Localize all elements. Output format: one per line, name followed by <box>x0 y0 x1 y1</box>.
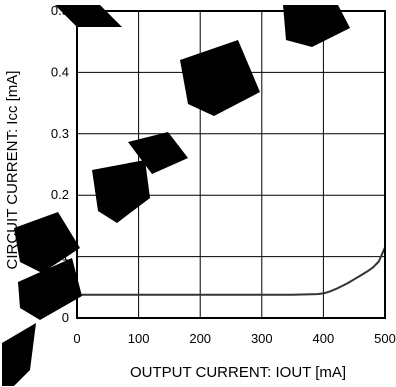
watermark <box>2 5 350 386</box>
watermark-stroke-7 <box>18 258 82 320</box>
x-tick-label: 0 <box>73 331 80 346</box>
x-tick-label: 100 <box>128 331 150 346</box>
watermark-stroke-6 <box>14 212 80 273</box>
x-tick-label: 200 <box>189 331 211 346</box>
x-axis-title: OUTPUT CURRENT: IOUT [mA] <box>130 364 346 381</box>
x-tick-label: 500 <box>374 331 396 346</box>
watermark-stroke-2 <box>283 5 350 47</box>
y-tick-label: 0 <box>62 310 69 325</box>
y-tick-label: 0.4 <box>51 64 69 79</box>
y-axis-title: CIRCUIT CURRENT: Icc [mA] <box>4 71 21 270</box>
y-tick-label: 0.3 <box>51 126 69 141</box>
series-layer <box>77 246 386 296</box>
watermark-stroke-4 <box>128 132 188 174</box>
watermark-stroke-3 <box>180 40 260 116</box>
watermark-stroke-5 <box>92 160 150 223</box>
plot-border <box>76 10 386 319</box>
y-tick-label: 0.2 <box>51 187 69 202</box>
y-tick-label: 0.5 <box>51 3 69 18</box>
series-line <box>77 246 386 296</box>
watermark-stroke-1 <box>55 5 122 27</box>
tick-labels: 0 100 200 300 400 500 0 0.1 0.2 0.3 0.4 0.5 <box>51 3 396 346</box>
plot-frame <box>76 10 386 319</box>
y-tick-label: 0.1 <box>51 249 69 264</box>
x-tick-label: 400 <box>313 331 335 346</box>
x-tick-label: 300 <box>251 331 273 346</box>
watermark-stroke-8 <box>2 323 36 386</box>
